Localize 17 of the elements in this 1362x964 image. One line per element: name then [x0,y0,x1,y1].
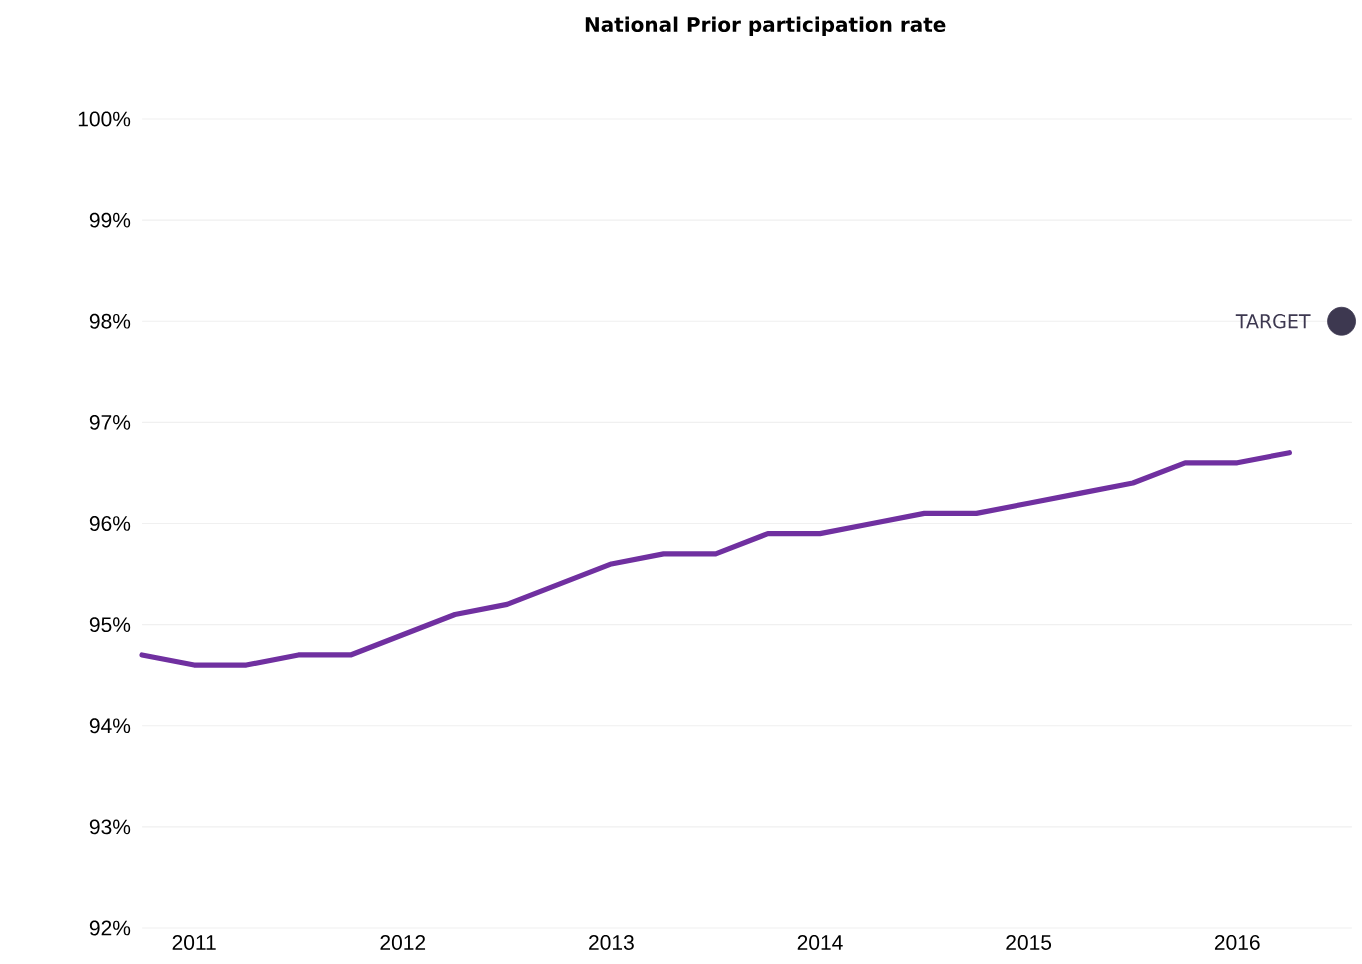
x-tick-label: 2014 [797,935,843,950]
chart-title: National Prior participation rate [585,16,946,36]
y-tick-label: 92% [89,920,131,936]
x-tick-label: 2011 [172,935,216,950]
y-tick-label: 93% [89,819,131,835]
x-tick-label: 2012 [380,935,426,950]
y-tick-label: 97% [89,414,131,430]
y-tick-label: 98% [89,313,131,329]
y-tick-label: 94% [89,718,131,734]
legend-label: TARGET [1235,314,1311,329]
y-tick-label: 100% [78,111,131,127]
x-tick-label: 2016 [1214,935,1260,950]
x-tick-label: 2013 [589,935,634,950]
y-tick-label: 99% [89,212,131,228]
y-tick-label: 95% [89,617,131,633]
x-tick-label: 2015 [1006,935,1052,950]
y-tick-label: 96% [89,516,131,531]
